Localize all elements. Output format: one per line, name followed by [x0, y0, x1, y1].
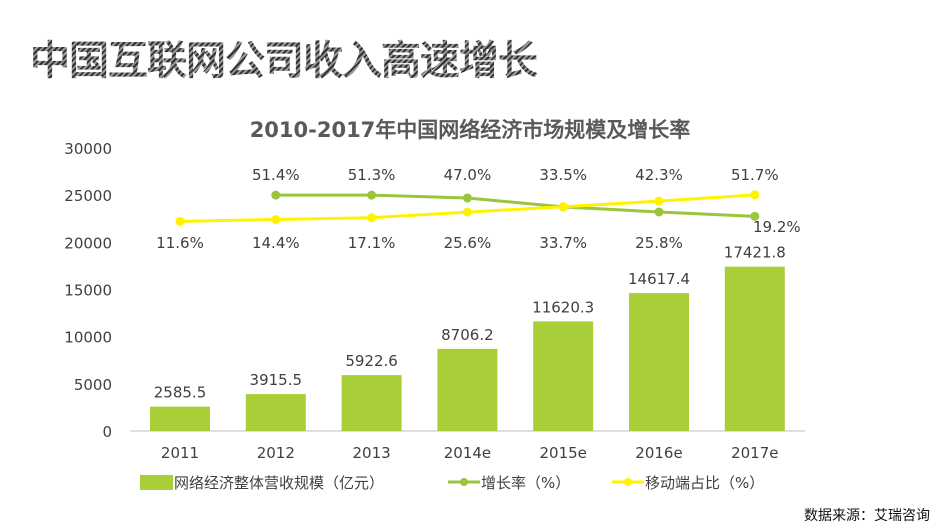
y-tick-label: 5000	[74, 376, 112, 394]
legend-swatch-bar	[140, 475, 173, 490]
line-value-label: 51.7%	[731, 166, 779, 184]
x-tick-label: 2013	[353, 444, 391, 462]
bar	[629, 293, 689, 431]
line-point	[367, 213, 377, 223]
legend-marker-growth	[460, 478, 468, 486]
bar-value-label: 17421.8	[724, 244, 786, 262]
bar-value-label: 2585.5	[154, 384, 207, 402]
line-point	[654, 196, 664, 206]
y-tick-label: 30000	[64, 140, 112, 158]
x-tick-label: 2016e	[635, 444, 682, 462]
legend-label-bar: 网络经济整体营收规模（亿元）	[174, 474, 384, 492]
line-point	[367, 190, 377, 200]
bar	[724, 266, 785, 431]
line-value-label: 14.4%	[252, 234, 300, 252]
line-value-label: 19.2%	[753, 218, 801, 236]
line-value-label: 17.1%	[348, 234, 396, 252]
x-tick-label: 2015e	[539, 444, 586, 462]
legend-label-mobile: 移动端占比（%）	[645, 474, 764, 492]
line-value-label: 51.3%	[348, 166, 396, 184]
line-value-label: 25.8%	[635, 234, 683, 252]
line-growth	[275, 193, 755, 218]
bar	[150, 406, 210, 431]
line-value-label: 11.6%	[156, 234, 204, 252]
x-tick-label: 2011	[161, 444, 199, 462]
bar-value-label: 5922.6	[345, 352, 398, 370]
line-value-label: 42.3%	[635, 166, 683, 184]
x-tick-label: 2012	[257, 444, 295, 462]
bar-value-label: 3915.5	[250, 371, 303, 389]
bar-value-label: 14617.4	[628, 270, 690, 288]
page-heading: 中国互联网公司收入高速增长	[30, 28, 538, 86]
line-value-label: 33.5%	[539, 166, 587, 184]
line-value-label: 25.6%	[444, 234, 492, 252]
x-tick-label: 2014e	[444, 444, 491, 462]
y-tick-label: 20000	[64, 234, 112, 252]
y-tick-label: 25000	[64, 187, 112, 205]
line-point	[271, 214, 281, 224]
y-tick-label: 10000	[64, 329, 112, 347]
bar-value-label: 8706.2	[441, 326, 494, 344]
bar-value-label: 11620.3	[532, 298, 594, 316]
y-tick-label: 15000	[64, 282, 112, 300]
data-source: 数据来源：艾瑞咨询	[804, 508, 930, 524]
line-value-label: 33.7%	[539, 234, 587, 252]
bar	[437, 348, 498, 431]
line-point	[462, 207, 472, 217]
line-point	[271, 190, 281, 200]
chart-title: 2010-2017年中国网络经济市场规模及增长率	[250, 118, 691, 142]
line-point	[750, 211, 760, 221]
line-value-label: 47.0%	[444, 166, 492, 184]
line-point	[558, 202, 568, 212]
x-tick-label: 2017e	[731, 444, 778, 462]
line-point	[654, 207, 664, 217]
bar	[245, 394, 306, 431]
legend-label-growth: 增长率（%）	[481, 474, 570, 492]
bar	[341, 375, 402, 431]
y-tick-label: 0	[102, 423, 112, 441]
line-point	[175, 216, 185, 226]
legend-marker-mobile	[624, 478, 632, 486]
bar	[533, 321, 594, 431]
line-point	[462, 193, 472, 203]
line-point	[750, 190, 760, 200]
line-value-label: 51.4%	[252, 166, 300, 184]
